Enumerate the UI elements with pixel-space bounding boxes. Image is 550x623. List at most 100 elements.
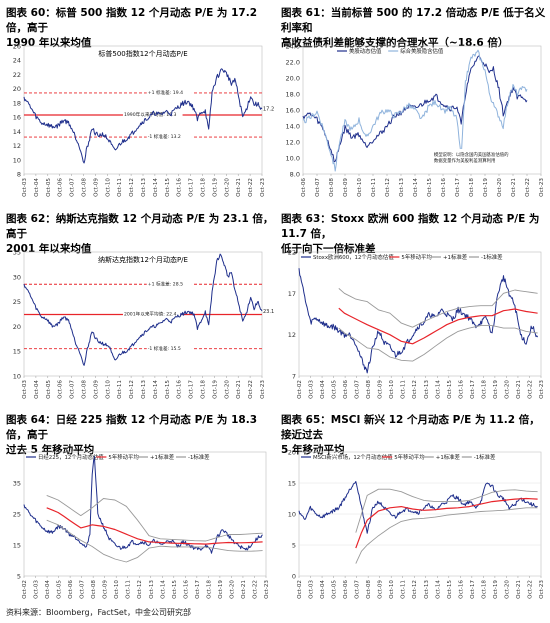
x-tick-label: Oct-16 <box>183 580 189 599</box>
x-tick-label: Oct-18 <box>206 580 212 599</box>
x-tick-label: Oct-05 <box>46 178 52 197</box>
x-tick-label: Oct-05 <box>46 380 52 399</box>
chart-sp500-implied-pe: 8.0 10.0 12.0 14.0 16.0 18.0 20.0 22.0 24.0 Oct-0… <box>286 40 545 197</box>
legend-label: +1标准差 <box>443 253 468 261</box>
x-tick-label: Oct-21 <box>511 178 517 197</box>
y-tick-label: 10 <box>288 511 296 519</box>
series-line <box>46 494 263 542</box>
y-tick-label: 15 <box>13 348 21 356</box>
x-tick-label: Oct-09 <box>343 178 349 197</box>
x-tick-label: Oct-22 <box>248 178 254 197</box>
x-tick-label: Oct-21 <box>516 380 522 399</box>
y-tick-label: 35 <box>13 249 21 257</box>
x-tick-label: Oct-21 <box>241 580 247 599</box>
x-tick-label: Oct-19 <box>212 178 218 197</box>
legend-label: 日经225，12个月动态估值 <box>38 453 104 461</box>
x-tick-label: Oct-08 <box>329 178 335 197</box>
x-tick-label: Oct-09 <box>103 580 109 599</box>
y-tick-label: 22 <box>288 249 296 257</box>
x-tick-label: Oct-13 <box>399 178 405 197</box>
legend-label: 综合美股隐含估值 <box>400 47 444 55</box>
x-tick-label: Oct-22 <box>252 580 258 599</box>
chart-msci-em-pe: 0 5 10 15 20 Oct-02 Oct-03 Oct-04 Oct-05 Oct-06 Oc… <box>288 449 545 599</box>
chart-title: 标普500指数12个月动态P/E <box>98 49 187 58</box>
panel-title-line1: 图表 63：Stoxx 欧洲 600 指数 12 个月动态 P/E 为 11.7… <box>281 213 540 240</box>
x-tick-label: Oct-21 <box>516 580 522 599</box>
x-tick-label: Oct-16 <box>177 380 183 399</box>
x-tick-label: Oct-20 <box>497 178 503 197</box>
x-tick-label: Oct-10 <box>105 178 111 197</box>
series-line <box>355 507 538 564</box>
x-tick-label: Oct-13 <box>149 580 155 599</box>
x-tick-label: Oct-13 <box>424 380 430 399</box>
x-tick-label: Oct-20 <box>229 580 235 599</box>
panel-title-line1: 图表 64：日经 225 指数 12 个月动态 P/E 为 18.3 倍，高于 <box>6 414 257 441</box>
reference-line-label: -1 标准差: 15.5 <box>148 345 181 352</box>
reference-label-bg <box>146 88 192 95</box>
x-tick-label: Oct-16 <box>441 178 447 197</box>
x-tick-label: Oct-08 <box>82 380 88 399</box>
x-tick-label: Oct-15 <box>427 178 433 197</box>
reference-label-bg <box>122 110 183 117</box>
x-tick-label: Oct-05 <box>57 580 63 599</box>
y-tick-label: 14.0 <box>286 123 300 131</box>
x-tick-label: Oct-18 <box>481 380 487 399</box>
y-tick-label: 24.0 <box>286 43 300 51</box>
plot-area <box>23 451 267 577</box>
x-tick-label: Oct-23 <box>539 580 545 599</box>
x-tick-label: Oct-11 <box>401 580 407 599</box>
y-tick-label: 20.0 <box>286 75 300 83</box>
x-tick-label: Oct-16 <box>458 580 464 599</box>
x-tick-label: Oct-08 <box>366 380 372 399</box>
x-tick-label: Oct-21 <box>236 380 242 399</box>
x-tick-label: Oct-11 <box>117 380 123 399</box>
x-tick-label: Oct-15 <box>447 580 453 599</box>
y-unit-label: (x) <box>289 40 297 46</box>
y-tick-label: 0 <box>292 573 296 581</box>
x-tick-label: Oct-17 <box>470 580 476 599</box>
x-tick-label: Oct-15 <box>447 380 453 399</box>
y-tick-label: 12 <box>288 331 296 339</box>
x-tick-label: Oct-04 <box>34 380 40 399</box>
y-tick-label: 8.0 <box>290 171 300 179</box>
x-tick-label: Oct-17 <box>470 380 476 399</box>
y-tick-label: 5 <box>17 573 21 581</box>
x-tick-label: Oct-17 <box>455 178 461 197</box>
x-tick-label: Oct-04 <box>45 580 51 599</box>
annotation-text: 数据变量作为美股利差测算利用 <box>434 157 495 164</box>
x-tick-label: Oct-06 <box>58 178 64 197</box>
panel-title-line2: 过去 5 年移动平均 <box>6 444 95 456</box>
x-tick-label: Oct-18 <box>201 380 207 399</box>
x-tick-label: Oct-15 <box>165 380 171 399</box>
x-tick-label: Oct-08 <box>82 178 88 197</box>
y-tick-label: 15 <box>288 480 296 488</box>
x-tick-label: Oct-19 <box>483 178 489 197</box>
x-tick-label: Oct-17 <box>189 178 195 197</box>
y-tick-label: 20 <box>13 323 21 331</box>
reference-label-bg <box>146 133 192 140</box>
y-tick-label: 8 <box>17 171 21 179</box>
x-tick-label: Oct-10 <box>105 380 111 399</box>
x-tick-label: Oct-12 <box>385 178 391 197</box>
x-tick-label: Oct-12 <box>129 380 135 399</box>
x-tick-label: Oct-07 <box>70 380 76 399</box>
x-tick-label: Oct-02 <box>297 380 303 399</box>
y-tick-label: 35 <box>13 480 21 488</box>
chart-stoxx600-pe: 7 12 17 22 Oct-02 Oct-03 Oct-04 Oct-05 Oct-06 Oct… <box>288 249 545 399</box>
y-tick-label: 10 <box>13 156 21 164</box>
x-tick-label: Oct-06 <box>343 580 349 599</box>
x-tick-label: Oct-12 <box>137 580 143 599</box>
x-tick-label: Oct-05 <box>332 580 338 599</box>
plot-area <box>23 45 263 175</box>
x-tick-label: Oct-18 <box>481 580 487 599</box>
legend-label: MSCI新兴市场，12个月动态估值 <box>313 453 393 461</box>
x-tick-label: Oct-10 <box>114 580 120 599</box>
legend-label: 5年移动平均 <box>401 253 431 261</box>
panel-title-line1: 图表 61：当前标普 500 的 17.2 倍动态 P/E 低于名义利率和 <box>281 7 546 34</box>
x-tick-label: Oct-17 <box>189 380 195 399</box>
x-tick-label: Oct-13 <box>141 380 147 399</box>
x-tick-label: Oct-18 <box>469 178 475 197</box>
chart-title: 纳斯达克指数12个月动态P/E <box>98 255 188 264</box>
x-tick-label: Oct-11 <box>126 580 132 599</box>
y-tick-label: 12 <box>13 142 21 150</box>
